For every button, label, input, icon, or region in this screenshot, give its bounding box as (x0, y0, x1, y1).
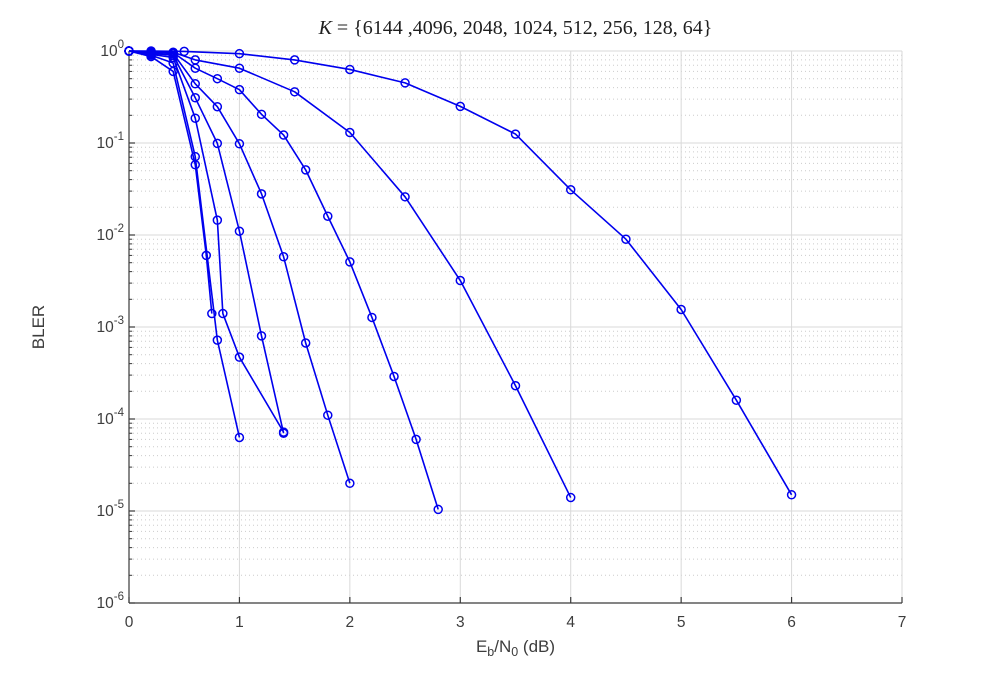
data-point-marker (389, 371, 399, 382)
data-point-marker (234, 139, 245, 149)
data-point-marker (212, 215, 223, 225)
x-tick-label: 7 (898, 614, 907, 631)
data-point-marker (455, 275, 466, 286)
data-point-marker (256, 331, 267, 341)
y-tick-label: 10-1 (97, 131, 124, 152)
data-point-marker (212, 335, 223, 345)
data-point-marker (190, 55, 201, 65)
data-point-marker (212, 73, 223, 84)
data-point-marker (234, 432, 245, 443)
data-point-marker (323, 211, 333, 221)
y-axis-label: BLER (29, 305, 48, 349)
data-point-marker (256, 189, 267, 199)
data-point-marker (179, 46, 189, 57)
data-point-marker (190, 113, 201, 123)
series-line-K-256 (128, 50, 439, 510)
series-line-K-6144 (128, 50, 213, 314)
data-point-marker (367, 312, 377, 323)
data-point-marker (218, 308, 228, 319)
data-point-marker (234, 226, 245, 236)
x-tick-label: 4 (566, 614, 575, 631)
y-tick-label: 10-4 (97, 407, 125, 428)
data-point-marker (676, 304, 686, 315)
data-point-marker (323, 410, 333, 420)
x-tick-label: 1 (235, 614, 244, 631)
data-point-marker (565, 185, 576, 195)
x-axis-label: Eb/N0 (dB) (476, 637, 555, 659)
data-point-marker (565, 492, 576, 503)
data-point-marker (190, 151, 201, 162)
data-point-marker (510, 129, 521, 139)
data-point-marker (300, 165, 311, 175)
data-point-marker (345, 64, 355, 75)
data-point-marker (345, 257, 355, 267)
y-tick-label: 100 (100, 39, 124, 60)
data-point-marker (234, 84, 245, 95)
data-point-marker (256, 109, 267, 120)
data-point-marker (190, 79, 201, 89)
data-point-marker (207, 308, 217, 319)
data-point-marker (289, 87, 300, 97)
data-point-marker (278, 252, 289, 262)
chart-title: K = {6144 ,4096, 2048, 1024, 512, 256, 1… (318, 17, 713, 39)
x-tick-label: 3 (456, 614, 465, 631)
data-point-marker (621, 234, 631, 244)
data-point-marker (455, 101, 466, 112)
data-point-marker (433, 504, 443, 515)
y-tick-label: 10-2 (97, 223, 124, 244)
axis-labels-and-title: 0 1 2 3 4 5 6 7 100 10-1 10-2 10-3 10-4 10-5 10-6 K = {… (29, 17, 906, 659)
series-line-K-2048 (128, 50, 285, 433)
x-tick-label: 5 (677, 614, 686, 631)
data-point-marker (400, 78, 410, 88)
x-tick-label: 0 (125, 614, 134, 631)
y-tick-label: 10-5 (97, 499, 124, 520)
data-point-marker (190, 93, 201, 103)
data-point-marker (345, 478, 355, 489)
data-point-marker (168, 47, 178, 57)
series-line-K-64 (129, 50, 793, 496)
data-point-marker (234, 63, 245, 73)
data-point-marker (400, 192, 410, 202)
data-point-marker (212, 101, 223, 112)
data-point-marker (278, 428, 289, 439)
data-point-marker (786, 490, 797, 500)
y-tick-label: 10-6 (97, 591, 124, 612)
data-point-marker (300, 338, 311, 348)
data-point-marker (510, 380, 521, 391)
data-point-marker (289, 55, 300, 65)
y-tick-label: 10-3 (97, 315, 124, 336)
data-point-marker (411, 434, 421, 445)
data-point-marker (731, 395, 742, 405)
minor-gridlines (129, 54, 902, 576)
data-point-marker (234, 352, 245, 362)
x-tick-label: 6 (787, 614, 796, 631)
x-tick-label: 2 (346, 614, 355, 631)
data-point-marker (212, 138, 223, 149)
data-series (124, 46, 797, 515)
data-point-marker (124, 46, 134, 56)
data-point-marker (278, 130, 289, 140)
data-point-marker (146, 46, 156, 56)
data-point-marker (345, 127, 355, 138)
axes-lines-and-ticks (128, 50, 903, 604)
data-point-marker (234, 48, 245, 59)
